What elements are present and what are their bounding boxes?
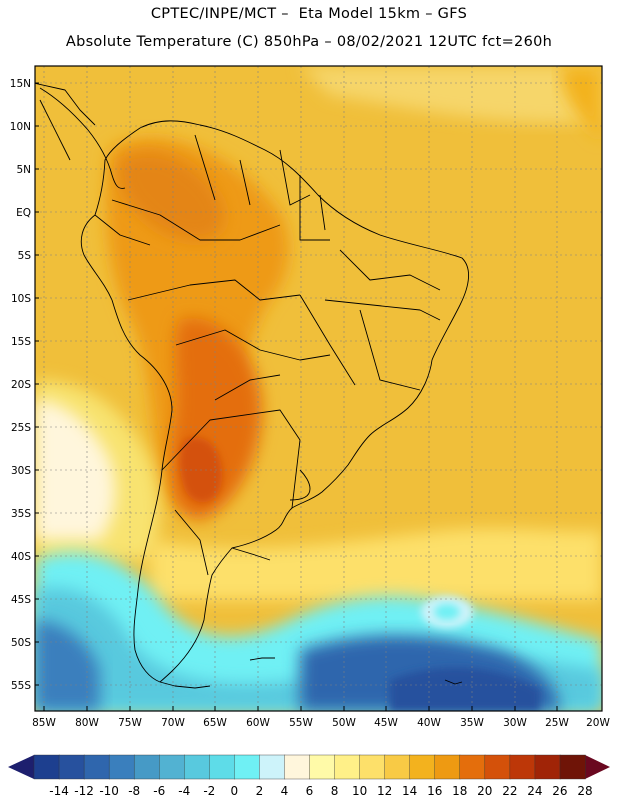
colorbar-bin	[159, 754, 185, 780]
colorbar-label: 20	[477, 784, 492, 798]
colorbar-label: 4	[281, 784, 289, 798]
colorbar-label: 18	[452, 784, 467, 798]
colorbar-label: 28	[577, 784, 592, 798]
colorbar-bin	[133, 754, 160, 780]
lon-label: 20W	[586, 717, 610, 729]
colorbar-bin	[409, 754, 436, 780]
lon-label: 30W	[503, 717, 527, 729]
colorbar-label: 22	[502, 784, 517, 798]
lat-label: 45S	[11, 594, 31, 606]
lat-label: 50S	[11, 637, 31, 649]
lon-label: 65W	[203, 717, 227, 729]
colorbar-bin	[334, 754, 361, 780]
colorbar-bin	[434, 754, 461, 780]
lon-label: 60W	[246, 717, 270, 729]
colorbar-bin	[33, 754, 60, 780]
lat-label: EQ	[16, 207, 31, 219]
map-title-line2: Absolute Temperature (C) 850hPa – 08/02/…	[65, 34, 553, 50]
colorbar-bin	[484, 754, 511, 780]
lon-label: 40W	[417, 717, 441, 729]
colorbar-bin	[384, 754, 411, 780]
lat-label: 10N	[10, 121, 31, 133]
lon-label: 45W	[374, 717, 398, 729]
colorbar-bin	[359, 754, 386, 780]
temperature-field	[35, 66, 602, 711]
colorbar-label: 8	[331, 784, 339, 798]
colorbar-bin	[534, 754, 561, 780]
colorbar-right-arrow	[585, 755, 610, 779]
colorbar-bin	[559, 754, 586, 780]
colorbar: -14 -12 -10 -8 -6 -4 -2 0 2 4 6 8 10 12 14 16 18 20 22 24 26…	[8, 754, 610, 798]
lat-label: 35S	[11, 508, 31, 520]
lat-label: 55S	[11, 680, 31, 692]
colorbar-label: 14	[402, 784, 417, 798]
colorbar-label: -6	[153, 784, 165, 798]
colorbar-bin	[108, 754, 135, 780]
colorbar-label: 0	[231, 784, 239, 798]
latitude-labels: 15N 10N 5N EQ 5S 10S 15S 20S 25S 30S 35S…	[10, 78, 32, 692]
lat-label: 20S	[11, 379, 31, 391]
lat-label: 40S	[11, 551, 31, 563]
lat-label: 10S	[11, 293, 31, 305]
lon-label: 70W	[161, 717, 185, 729]
lon-label: 75W	[118, 717, 142, 729]
colorbar-left-arrow	[8, 755, 34, 779]
coastlines	[35, 82, 469, 689]
colorbar-label: -2	[203, 784, 215, 798]
colorbar-label: -12	[74, 784, 94, 798]
colorbar-label: -14	[49, 784, 69, 798]
colorbar-bin	[259, 754, 286, 780]
lon-label: 55W	[289, 717, 313, 729]
lat-label: 25S	[11, 422, 31, 434]
tick-marks	[35, 82, 558, 711]
lon-label: 35W	[460, 717, 484, 729]
colorbar-label: -8	[128, 784, 140, 798]
colorbar-label: -4	[178, 784, 190, 798]
colorbar-label: 16	[427, 784, 442, 798]
lon-label: 85W	[32, 717, 56, 729]
colorbar-bin	[234, 754, 261, 780]
lon-label: 80W	[75, 717, 99, 729]
colorbar-bin	[184, 754, 211, 780]
colorbar-bin	[83, 754, 110, 780]
colorbar-bin	[58, 754, 85, 780]
colorbar-bin	[209, 754, 236, 780]
colorbar-label: 12	[377, 784, 392, 798]
colorbar-label: 2	[256, 784, 264, 798]
map-frame	[34, 65, 603, 712]
colorbar-bin	[309, 754, 336, 780]
lon-label: 50W	[332, 717, 356, 729]
lat-label: 5S	[18, 250, 32, 262]
map-title-line1: CPTEC/INPE/MCT – Eta Model 15km – GFS	[150, 6, 468, 22]
lon-label: 25W	[545, 717, 569, 729]
lat-label: 5N	[16, 164, 31, 176]
lat-label: 15N	[10, 78, 31, 90]
colorbar-bin	[459, 754, 486, 780]
colorbar-label: 6	[306, 784, 314, 798]
colorbar-label: -10	[99, 784, 119, 798]
longitude-labels: 85W 80W 75W 70W 65W 60W 55W 50W 45W 40W …	[32, 717, 610, 729]
colorbar-label: 10	[352, 784, 367, 798]
lat-label: 30S	[11, 465, 31, 477]
colorbar-label: 26	[552, 784, 567, 798]
lat-label: 15S	[11, 336, 31, 348]
colorbar-bin	[509, 754, 536, 780]
colorbar-bin	[284, 754, 311, 780]
colorbar-label: 24	[527, 784, 542, 798]
